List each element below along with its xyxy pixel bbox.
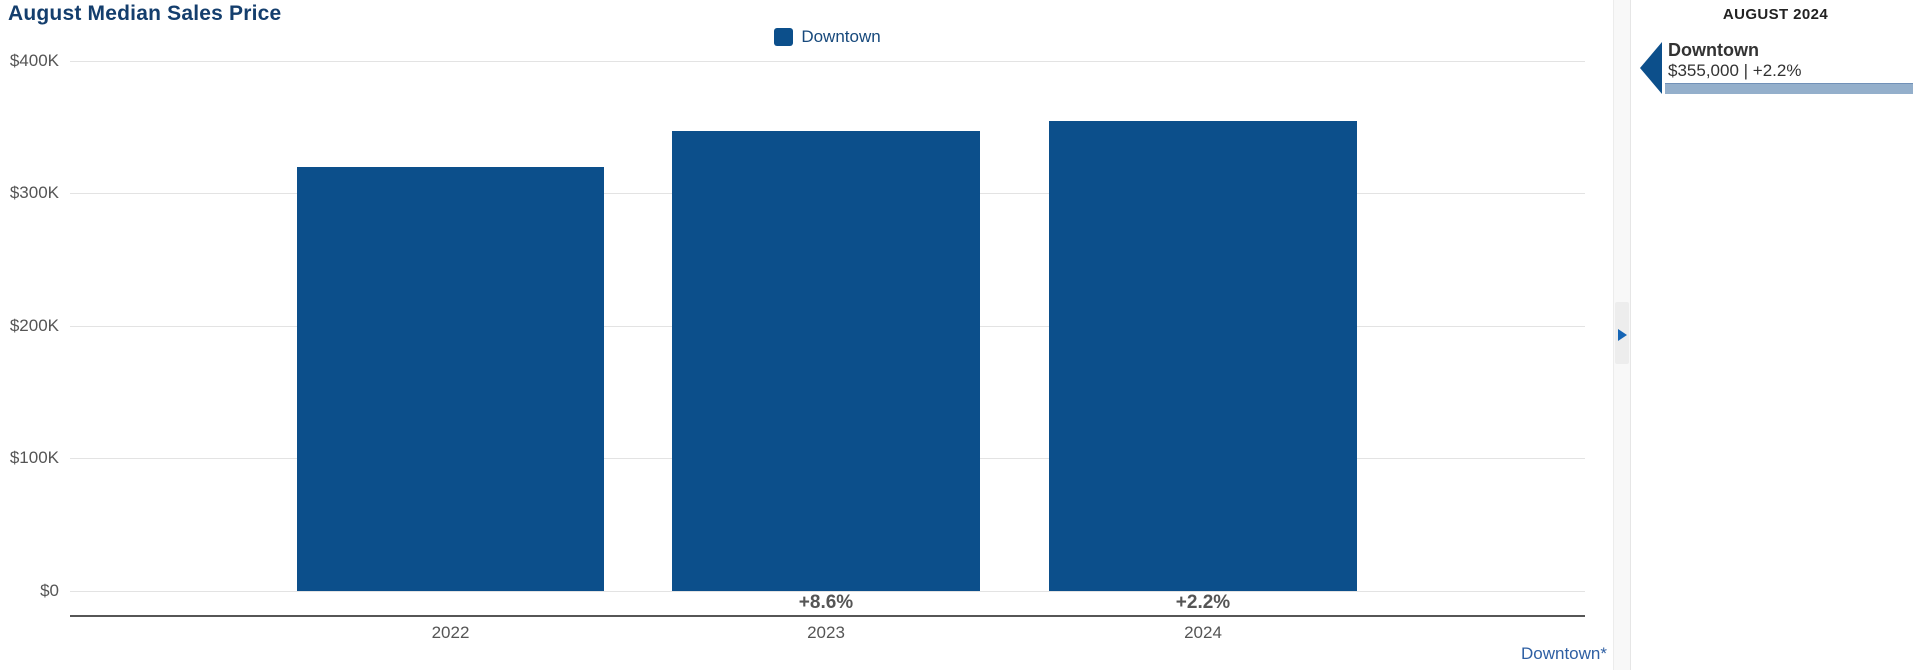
- pct-change-label: +2.2%: [1175, 592, 1231, 613]
- entry-mini-bar: [1665, 83, 1913, 94]
- sidebar-header: AUGUST 2024: [1722, 6, 1829, 23]
- entry-series-name: Downtown: [1668, 40, 1759, 60]
- gridline-400k: [70, 61, 1585, 62]
- x-axis-tick: 2023: [807, 623, 845, 642]
- y-axis-tick: $400K: [9, 51, 59, 70]
- y-axis-tick: $0: [40, 581, 59, 600]
- left-triangle-marker-icon: [1640, 42, 1662, 94]
- sidebar-entry-downtown[interactable]: Downtown $355,000 | +2.2%: [1631, 0, 1920, 100]
- y-axis-tick: $100K: [9, 448, 59, 467]
- x-axis-tick: 2024: [1184, 623, 1222, 642]
- legend-label: Downtown: [801, 27, 881, 46]
- panel-expander-strip[interactable]: [1613, 0, 1631, 670]
- chart-title: August Median Sales Price: [8, 2, 282, 25]
- pct-change-label: +8.6%: [798, 592, 854, 613]
- legend-item-downtown[interactable]: Downtown: [774, 27, 881, 47]
- x-axis-line: [70, 615, 1585, 617]
- entry-stat-value: $355,000 | +2.2%: [1668, 61, 1802, 80]
- bar-2023[interactable]: [672, 131, 980, 591]
- summary-sidebar: AUGUST 2024 Downtown $355,000 | +2.2%: [1631, 0, 1920, 670]
- chart-panel: August Median Sales Price Downtown $400K…: [8, 2, 1607, 663]
- series-footnote-link[interactable]: Downtown*: [1521, 644, 1607, 663]
- bar-2022[interactable]: [297, 167, 604, 591]
- legend-swatch-icon: [774, 28, 794, 46]
- y-axis-tick: $300K: [9, 183, 59, 202]
- chart-legend: Downtown: [70, 27, 1585, 47]
- y-axis-tick: $200K: [9, 316, 59, 335]
- x-axis-tick: 2022: [431, 623, 470, 642]
- gridline-0: [70, 591, 1585, 592]
- expand-right-arrow-icon[interactable]: [1618, 329, 1627, 341]
- bar-2024[interactable]: [1049, 121, 1357, 591]
